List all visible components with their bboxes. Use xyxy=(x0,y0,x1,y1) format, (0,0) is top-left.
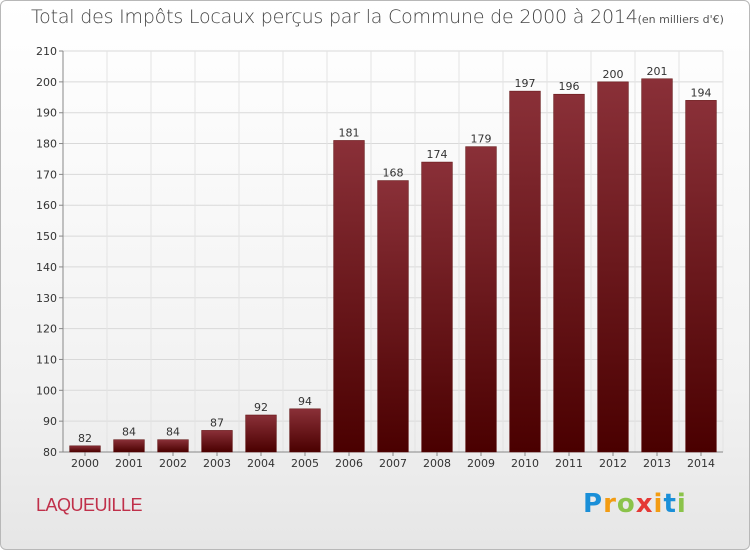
bar-2001 xyxy=(113,439,145,453)
data-label: 194 xyxy=(691,86,712,99)
y-tick-label: 120 xyxy=(36,323,57,336)
chart-title: Total des Impôts Locaux perçus par la Co… xyxy=(31,6,724,28)
data-label: 201 xyxy=(647,65,668,78)
bar-2010 xyxy=(509,90,541,453)
data-label: 84 xyxy=(122,426,136,439)
data-label: 200 xyxy=(603,68,624,81)
x-tick-label: 2003 xyxy=(203,457,231,470)
y-tick-label: 180 xyxy=(36,138,57,151)
bar-2002 xyxy=(157,439,189,453)
x-tick-label: 2014 xyxy=(687,457,715,470)
commune-name: LAQUEUILLE xyxy=(36,495,143,515)
x-tick-label: 2012 xyxy=(599,457,627,470)
bar-2011 xyxy=(553,93,585,453)
title-main: Total des Impôts Locaux perçus par la Co… xyxy=(31,6,638,28)
x-tick-label: 2009 xyxy=(467,457,495,470)
y-tick-label: 110 xyxy=(36,353,57,366)
x-tick-label: 2007 xyxy=(379,457,407,470)
y-tick-label: 100 xyxy=(36,384,57,397)
data-label: 174 xyxy=(427,148,448,161)
y-tick-label: 90 xyxy=(43,415,57,428)
data-label: 87 xyxy=(210,416,224,429)
x-tick-label: 2006 xyxy=(335,457,363,470)
bar-2003 xyxy=(201,430,233,453)
x-tick-label: 2002 xyxy=(159,457,187,470)
y-tick-label: 140 xyxy=(36,261,57,274)
data-label: 84 xyxy=(166,426,180,439)
x-tick-label: 2010 xyxy=(511,457,539,470)
x-tick-label: 2008 xyxy=(423,457,451,470)
bar-2006 xyxy=(333,140,365,453)
data-label: 196 xyxy=(559,80,580,93)
bar-2005 xyxy=(289,408,321,453)
bar-2014 xyxy=(685,100,717,453)
data-labels: 82 84 84 87 92 94 181 168 174 179 197 196 200 201 194 xyxy=(78,65,712,445)
bar-2000 xyxy=(69,445,101,453)
x-tick-label: 2011 xyxy=(555,457,583,470)
x-tick-label: 2004 xyxy=(247,457,275,470)
data-label: 181 xyxy=(339,126,360,139)
bar-2012 xyxy=(597,81,629,453)
data-label: 82 xyxy=(78,432,92,445)
y-tick-label: 150 xyxy=(36,230,57,243)
y-tick-label: 210 xyxy=(36,45,57,58)
data-label: 168 xyxy=(383,167,404,180)
bar-2009 xyxy=(465,146,497,453)
bar-2008 xyxy=(421,161,453,453)
bars xyxy=(69,78,717,453)
bar-2013 xyxy=(641,78,673,453)
x-tick-label: 2013 xyxy=(643,457,671,470)
y-tick-label: 170 xyxy=(36,168,57,181)
proxiti-logo: Proxiti xyxy=(583,489,687,519)
data-label: 179 xyxy=(471,133,492,146)
data-label: 92 xyxy=(254,401,268,414)
y-tick-label: 200 xyxy=(36,76,57,89)
x-tick-label: 2001 xyxy=(115,457,143,470)
y-tick-label: 190 xyxy=(36,107,57,120)
x-tick-label: 2005 xyxy=(291,457,319,470)
data-label: 94 xyxy=(298,395,312,408)
data-label: 197 xyxy=(515,77,536,90)
title-unit: (en milliers d'€) xyxy=(637,13,724,26)
y-tick-label: 130 xyxy=(36,292,57,305)
y-tick-label: 160 xyxy=(36,199,57,212)
x-tick-label: 2000 xyxy=(71,457,99,470)
bar-2007 xyxy=(377,180,409,453)
y-tick-label: 80 xyxy=(43,446,57,459)
bar-2004 xyxy=(245,414,277,453)
